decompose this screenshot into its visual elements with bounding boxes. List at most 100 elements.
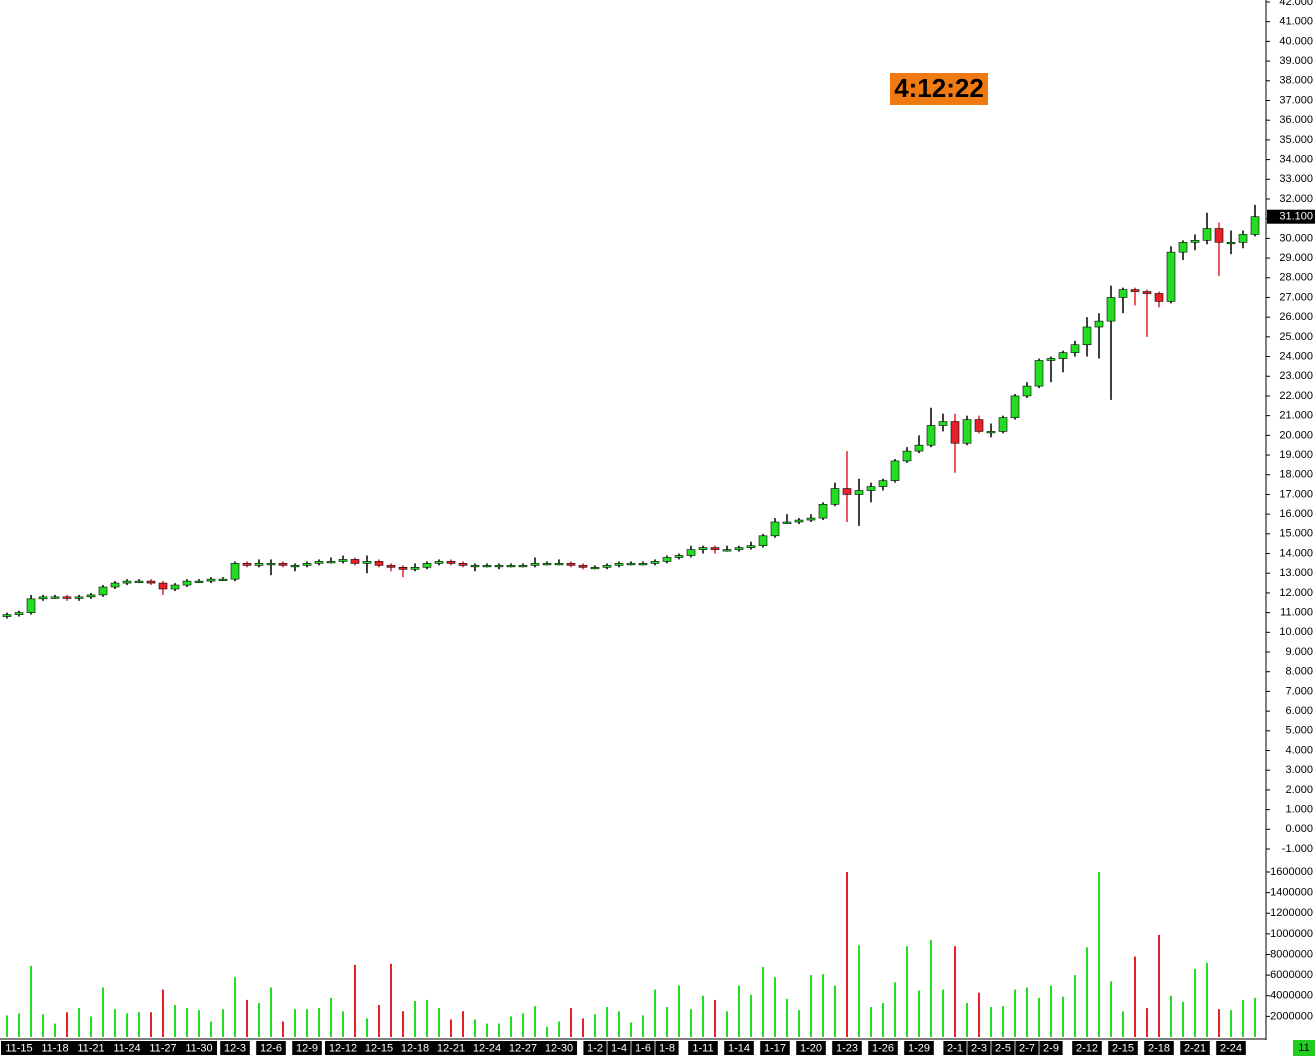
x-tick-label: 12-18 (401, 1042, 429, 1054)
y-tick-label: 40.000 (1279, 35, 1313, 47)
y-tick-label: -1.000 (1282, 843, 1313, 855)
candle-body (314, 561, 324, 564)
y-tick-label: 5.000 (1285, 725, 1313, 737)
candle-body (398, 567, 408, 570)
y-tick-label: 13.000 (1279, 567, 1313, 579)
candle-body (770, 521, 780, 537)
y-tick-label: 18.000 (1279, 469, 1313, 481)
candle-body (146, 580, 156, 584)
y-tick-label: 14.000 (1279, 547, 1313, 559)
candle-body (458, 563, 468, 566)
x-tick-label: 2-12 (1076, 1042, 1098, 1054)
candle-body (230, 563, 240, 580)
candle-body (1166, 251, 1176, 302)
x-tick-box (1015, 1041, 1039, 1055)
candle-body (98, 586, 108, 596)
x-tick-box (109, 1041, 145, 1055)
x-tick-box (145, 1041, 181, 1055)
candle-body (326, 561, 336, 564)
x-tick-box (688, 1041, 718, 1055)
x-tick-box (397, 1041, 433, 1055)
y-tick-label: 24.000 (1279, 350, 1313, 362)
candle-body (1106, 297, 1116, 322)
candle-body (206, 578, 216, 582)
candle-body (614, 563, 624, 566)
x-tick-label: 12-21 (437, 1042, 465, 1054)
y-tick-label: 7.000 (1285, 685, 1313, 697)
y-tick-label: 2.000 (1285, 784, 1313, 796)
y-tick-label: 28.000 (1279, 272, 1313, 284)
candle-body (1130, 289, 1140, 292)
candle-body (1058, 352, 1068, 359)
volume-tick-label: 2000000 (1270, 1010, 1313, 1022)
candle-body (1154, 293, 1164, 302)
x-tick-box (469, 1041, 505, 1055)
x-tick-box (904, 1041, 934, 1055)
candle-body (410, 567, 420, 570)
candle-body (866, 486, 876, 491)
candle-body (746, 545, 756, 548)
candle-body (926, 425, 936, 446)
countdown: 4:12:22 (894, 73, 984, 103)
candle-body (482, 565, 492, 568)
candle-body (986, 431, 996, 434)
candle-body (1046, 358, 1056, 361)
x-tick-box (73, 1041, 109, 1055)
y-tick-label: 26.000 (1279, 311, 1313, 323)
candle-body (830, 488, 840, 505)
candle-body (62, 596, 72, 599)
y-tick-label: 0.000 (1285, 823, 1313, 835)
x-tick-box (655, 1041, 679, 1055)
x-tick-box (607, 1041, 631, 1055)
candle-body (86, 594, 96, 598)
candle-body (818, 503, 828, 519)
x-tick-label: 1-6 (635, 1042, 651, 1054)
candle-body (1034, 360, 1044, 387)
candle-body (350, 559, 360, 564)
y-tick-label: 38.000 (1279, 75, 1313, 87)
x-tick-box (631, 1041, 655, 1055)
x-tick-label: 2-3 (971, 1042, 987, 1054)
candle-body (1082, 326, 1092, 346)
candle-body (506, 565, 516, 568)
candle-body (530, 563, 540, 566)
x-tick-box (292, 1041, 322, 1055)
candle-body (374, 561, 384, 566)
candle-body (266, 563, 276, 566)
x-tick-box (1144, 1041, 1174, 1055)
x-tick-box (361, 1041, 397, 1055)
candle-body (950, 421, 960, 444)
candle-body (590, 567, 600, 570)
y-tick-label: 37.000 (1279, 94, 1313, 106)
candle-body (662, 557, 672, 562)
candle-body (1226, 242, 1236, 245)
candle-body (878, 480, 888, 487)
x-tick-label: 12-24 (473, 1042, 501, 1054)
x-tick-label: 1-14 (728, 1042, 750, 1054)
x-tick-box (1108, 1041, 1138, 1055)
candle-body (194, 580, 204, 583)
y-tick-label: 36.000 (1279, 114, 1313, 126)
x-tick-box (256, 1041, 286, 1055)
candle-body (1022, 385, 1032, 397)
x-tick-label: 11-18 (41, 1042, 68, 1054)
y-tick-label: 35.000 (1279, 134, 1313, 146)
x-tick-box (1, 1041, 37, 1055)
candle-body (1010, 395, 1020, 418)
x-tick-label: 1-8 (659, 1042, 675, 1054)
corner-label: 11 (1298, 1042, 1309, 1054)
candle-body (38, 596, 48, 600)
x-tick-label: 12-9 (296, 1042, 318, 1054)
x-tick-label: 1-29 (908, 1042, 930, 1054)
candle-body (1178, 242, 1188, 253)
x-tick-label: 12-12 (329, 1042, 357, 1054)
candle-body (362, 561, 372, 564)
x-tick-box (181, 1041, 217, 1055)
x-tick-box (541, 1041, 577, 1055)
x-tick-label: 12-27 (509, 1042, 537, 1054)
y-tick-label: 17.000 (1279, 488, 1313, 500)
x-tick-box (832, 1041, 862, 1055)
candle-body (242, 563, 252, 566)
x-tick-box (433, 1041, 469, 1055)
